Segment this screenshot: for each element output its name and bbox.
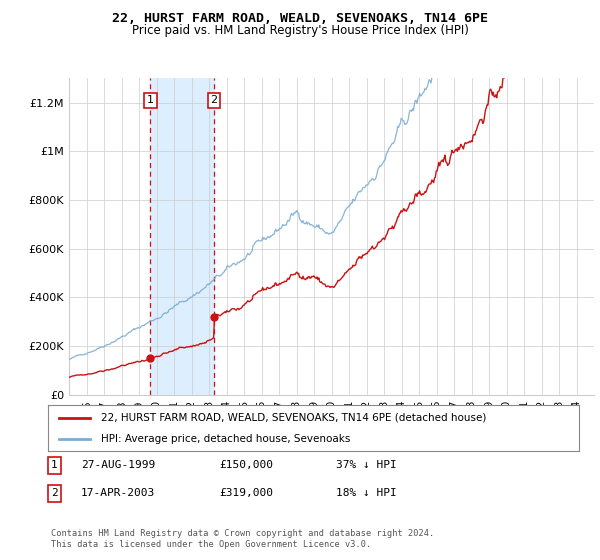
Text: 18% ↓ HPI: 18% ↓ HPI bbox=[336, 488, 397, 498]
Text: 22, HURST FARM ROAD, WEALD, SEVENOAKS, TN14 6PE (detached house): 22, HURST FARM ROAD, WEALD, SEVENOAKS, T… bbox=[101, 413, 487, 423]
Text: 27-AUG-1999: 27-AUG-1999 bbox=[81, 460, 155, 470]
Text: HPI: Average price, detached house, Sevenoaks: HPI: Average price, detached house, Seve… bbox=[101, 434, 350, 444]
Text: Contains HM Land Registry data © Crown copyright and database right 2024.
This d: Contains HM Land Registry data © Crown c… bbox=[51, 529, 434, 549]
Text: 17-APR-2003: 17-APR-2003 bbox=[81, 488, 155, 498]
Text: 37% ↓ HPI: 37% ↓ HPI bbox=[336, 460, 397, 470]
Text: 1: 1 bbox=[147, 95, 154, 105]
Text: £150,000: £150,000 bbox=[219, 460, 273, 470]
Text: 2: 2 bbox=[51, 488, 58, 498]
Bar bbox=[151, 78, 214, 395]
Text: 22, HURST FARM ROAD, WEALD, SEVENOAKS, TN14 6PE: 22, HURST FARM ROAD, WEALD, SEVENOAKS, T… bbox=[112, 12, 488, 25]
Text: Price paid vs. HM Land Registry's House Price Index (HPI): Price paid vs. HM Land Registry's House … bbox=[131, 24, 469, 36]
Text: 2: 2 bbox=[211, 95, 218, 105]
Text: £319,000: £319,000 bbox=[219, 488, 273, 498]
Text: 1: 1 bbox=[51, 460, 58, 470]
